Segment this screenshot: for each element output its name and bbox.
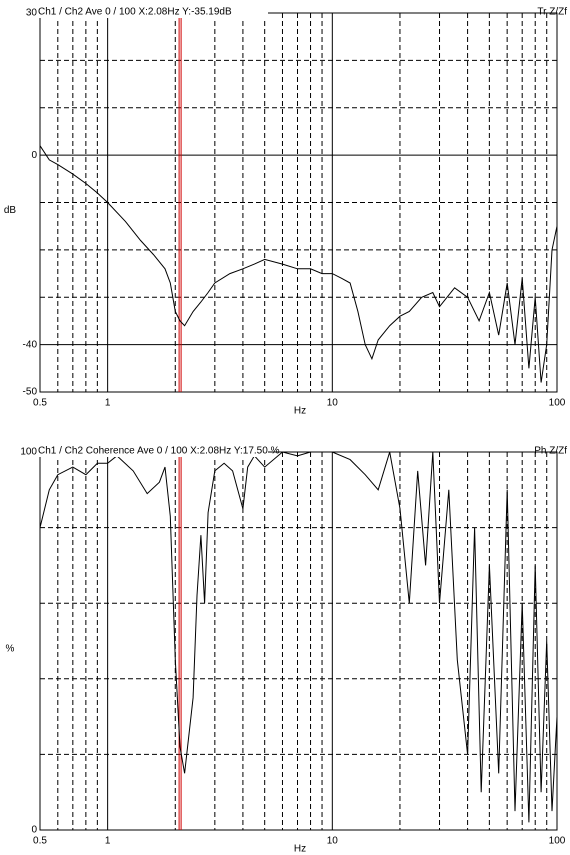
x-tick-label: 100 (549, 398, 566, 409)
x-axis-label: Hz (294, 406, 306, 417)
x-tick-label: 100 (549, 836, 566, 847)
x-tick-label: 1 (105, 836, 111, 847)
header-right: Ph Z/Zf (534, 446, 567, 457)
x-tick-label: 10 (327, 836, 339, 847)
header: Ch1 / Ch2 Coherence Ave 0 / 100 X:2.08Hz… (38, 446, 280, 457)
plot-frame (39, 451, 558, 831)
x-tick-label: 1 (105, 398, 111, 409)
x-tick-label: 0.5 (33, 836, 47, 847)
y-tick-label: -40 (23, 339, 38, 350)
x-axis-label: Hz (294, 844, 306, 855)
y-tick-label: -50 (23, 387, 38, 398)
header-bg (38, 6, 268, 18)
y-tick-label: 100 (20, 447, 37, 458)
y-axis-label: % (6, 644, 15, 655)
y-tick-label: 0 (31, 825, 37, 836)
y-tick-label: 30 (26, 8, 38, 19)
header-bg (38, 445, 268, 457)
data-line (39, 145, 558, 383)
y-tick-label: 0 (31, 150, 37, 161)
x-tick-label: 0.5 (33, 398, 47, 409)
y-axis-label: dB (4, 205, 17, 216)
x-tick-label: 10 (327, 398, 339, 409)
header-right: Tr Z/Zf (537, 7, 567, 18)
data-line (39, 451, 558, 823)
header: Ch1 / Ch2 Ave 0 / 100 X:2.08Hz Y:-35.19d… (38, 7, 232, 18)
